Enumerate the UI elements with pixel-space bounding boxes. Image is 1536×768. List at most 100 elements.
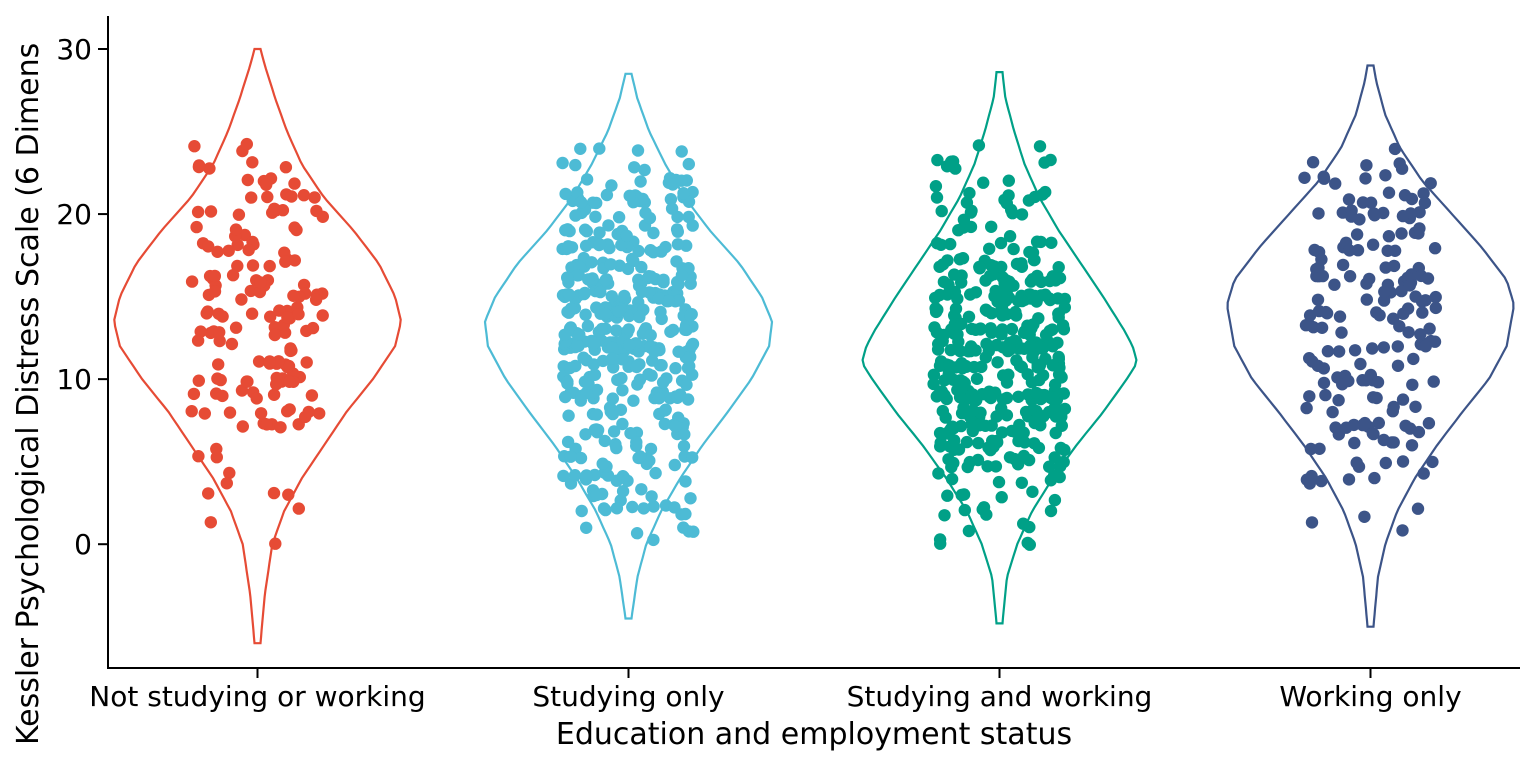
- data-point: [934, 238, 948, 251]
- data-point: [1023, 324, 1037, 337]
- data-point: [1007, 242, 1020, 256]
- data-point: [620, 229, 633, 242]
- data-point: [1054, 369, 1067, 382]
- data-point: [930, 326, 944, 339]
- data-point: [582, 377, 595, 390]
- data-point: [260, 418, 273, 431]
- data-point: [208, 269, 221, 283]
- x-tick-label: Not studying or working: [89, 680, 425, 713]
- data-point: [559, 390, 572, 404]
- data-point: [983, 242, 996, 255]
- data-point: [1031, 358, 1044, 371]
- data-point: [1317, 376, 1331, 390]
- data-point: [944, 343, 957, 357]
- data-point: [240, 375, 253, 388]
- data-point: [1048, 493, 1062, 507]
- data-point: [1396, 455, 1410, 468]
- data-point: [1407, 352, 1420, 366]
- data-point: [631, 144, 645, 157]
- data-point: [622, 323, 635, 336]
- data-point: [579, 308, 592, 321]
- data-point: [561, 435, 575, 449]
- data-point: [949, 302, 963, 315]
- data-point: [669, 362, 682, 375]
- data-point: [1396, 393, 1410, 406]
- data-point: [1387, 259, 1401, 273]
- data-point: [1356, 418, 1369, 432]
- data-point: [625, 252, 639, 266]
- data-point: [1043, 324, 1057, 338]
- data-point: [1360, 293, 1374, 306]
- data-point: [1415, 295, 1429, 308]
- data-point: [970, 394, 983, 407]
- data-point: [930, 191, 944, 204]
- data-point: [964, 220, 978, 234]
- data-point: [267, 388, 281, 401]
- data-point: [1340, 421, 1353, 434]
- data-point: [962, 524, 976, 538]
- data-point: [610, 441, 623, 455]
- data-point: [979, 419, 992, 432]
- data-point: [1366, 427, 1380, 440]
- data-point: [254, 407, 268, 420]
- violin-outline: [861, 71, 1138, 625]
- data-point: [948, 434, 961, 447]
- data-point: [658, 404, 672, 417]
- data-point: [1411, 502, 1425, 515]
- data-point: [588, 423, 602, 436]
- data-point: [308, 191, 321, 204]
- data-point: [1332, 345, 1346, 358]
- data-point: [578, 286, 592, 300]
- data-point: [998, 193, 1011, 207]
- data-point: [1429, 290, 1442, 304]
- data-point: [577, 351, 590, 364]
- data-point: [281, 360, 294, 374]
- data-point: [1382, 230, 1396, 243]
- data-point: [1028, 190, 1042, 204]
- data-point: [1419, 340, 1432, 353]
- data-point: [575, 504, 588, 518]
- data-point: [684, 492, 697, 505]
- data-point: [274, 421, 287, 434]
- data-point: [288, 177, 301, 190]
- data-point: [561, 375, 574, 388]
- data-point: [680, 378, 693, 391]
- data-point: [622, 309, 636, 323]
- data-point: [662, 294, 675, 308]
- data-point: [1046, 391, 1060, 405]
- data-point: [615, 371, 628, 385]
- data-point: [244, 284, 257, 298]
- data-point: [964, 206, 978, 219]
- data-point: [671, 238, 685, 251]
- data-point: [241, 173, 254, 187]
- data-point: [970, 372, 984, 385]
- data-point: [313, 407, 326, 420]
- data-point: [593, 226, 606, 239]
- data-point: [647, 500, 660, 513]
- data-point: [933, 426, 947, 440]
- data-point: [1043, 460, 1056, 473]
- data-point: [309, 293, 323, 306]
- data-point: [682, 157, 695, 171]
- data-point: [931, 153, 944, 167]
- data-point: [945, 155, 958, 168]
- data-point: [1377, 341, 1391, 354]
- data-point: [1005, 322, 1019, 336]
- data-point: [302, 405, 315, 419]
- data-point: [1332, 394, 1345, 407]
- data-point: [961, 460, 974, 474]
- data-point: [658, 417, 671, 431]
- data-point: [995, 328, 1008, 341]
- data-point: [1370, 391, 1383, 405]
- data-point: [562, 409, 575, 422]
- data-point: [675, 174, 688, 187]
- data-point: [973, 260, 986, 274]
- data-point: [559, 187, 572, 201]
- data-point: [1343, 244, 1356, 257]
- data-point: [270, 378, 283, 391]
- data-point: [1006, 207, 1019, 220]
- data-point: [971, 453, 985, 467]
- data-point: [1329, 177, 1342, 190]
- data-point: [972, 139, 986, 152]
- data-point: [648, 345, 661, 358]
